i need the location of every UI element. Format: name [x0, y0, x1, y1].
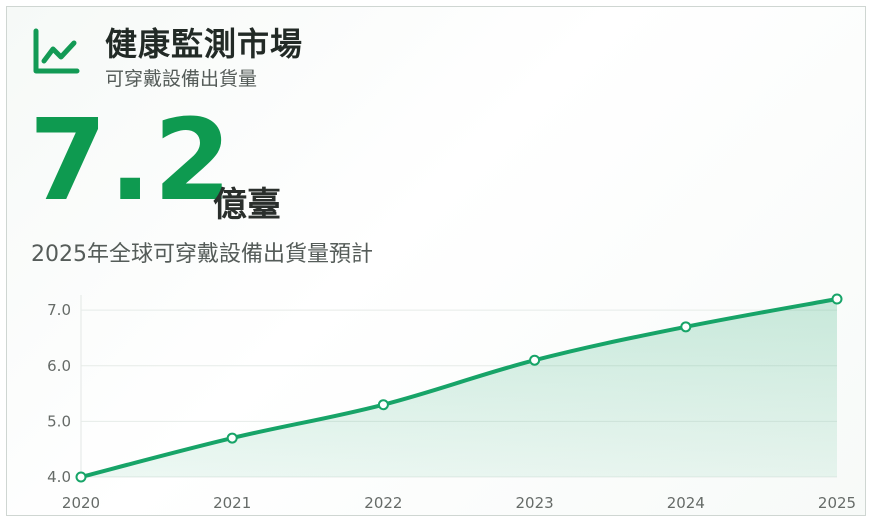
x-tick-label: 2023 [516, 494, 554, 512]
y-tick-label: 6.0 [47, 357, 71, 375]
area-layer [81, 299, 837, 477]
x-tick-label: 2024 [667, 494, 705, 512]
line-layer [79, 297, 839, 479]
axis-labels: 4.0 5.0 6.0 7.0 2020 2021 2022 2023 2024 2025 [47, 301, 856, 512]
x-tick-label: 2022 [364, 494, 402, 512]
series-line [79, 297, 839, 479]
x-tick-label: 2025 [818, 494, 856, 512]
series-area [81, 299, 837, 477]
data-point[interactable] [831, 293, 843, 305]
shipment-area-chart: 4.0 5.0 6.0 7.0 2020 2021 2022 2023 2024 2025 [47, 293, 856, 512]
headline-value: 7.2 [29, 96, 234, 226]
y-tick-label: 4.0 [47, 468, 71, 486]
footer-mark [8, 518, 104, 524]
x-tick-label: 2021 [213, 494, 251, 512]
market-card: 健康監測市場 可穿戴設備出貨量 7.2 億臺 2025年全球可穿戴設備出貨量預計… [6, 6, 866, 516]
data-point[interactable] [226, 432, 238, 444]
page-title: 健康監測市場 [105, 25, 304, 63]
data-point[interactable] [529, 354, 541, 366]
headline-unit: 億臺 [213, 185, 281, 225]
page-subtitle: 可穿戴設備出貨量 [105, 68, 258, 90]
line-chart-icon [33, 28, 80, 74]
data-point[interactable] [75, 471, 87, 483]
headline-description: 2025年全球可穿戴設備出貨量預計 [31, 242, 373, 267]
x-tick-label: 2020 [62, 494, 100, 512]
y-tick-label: 5.0 [47, 412, 71, 430]
data-point[interactable] [377, 399, 389, 411]
point-layer [75, 293, 843, 483]
data-point[interactable] [680, 321, 692, 333]
y-tick-label: 7.0 [47, 301, 71, 319]
